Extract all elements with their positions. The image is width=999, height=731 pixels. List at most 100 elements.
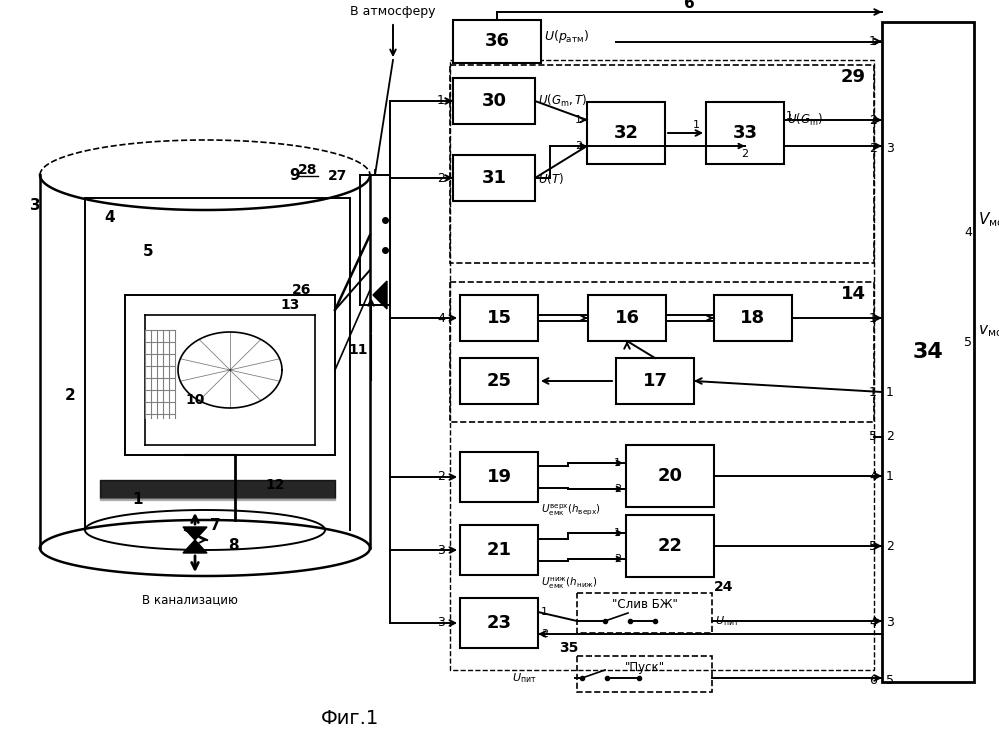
Text: 3: 3: [886, 142, 894, 154]
Text: 4: 4: [964, 227, 972, 240]
Text: 2: 2: [741, 149, 748, 159]
Text: 11: 11: [349, 343, 368, 357]
Text: 2: 2: [886, 539, 894, 553]
FancyBboxPatch shape: [626, 445, 714, 507]
Text: 1: 1: [886, 385, 894, 398]
FancyBboxPatch shape: [460, 525, 538, 575]
Text: 36: 36: [485, 32, 509, 50]
Text: 5: 5: [143, 244, 153, 260]
Text: 10: 10: [185, 393, 205, 407]
FancyBboxPatch shape: [460, 598, 538, 648]
Text: 9: 9: [290, 167, 301, 183]
Text: 4: 4: [869, 469, 877, 482]
Text: 6: 6: [869, 673, 877, 686]
Text: 26: 26: [293, 283, 312, 297]
FancyBboxPatch shape: [453, 78, 535, 124]
Text: 3: 3: [30, 197, 40, 213]
Text: 1: 1: [614, 528, 621, 538]
FancyBboxPatch shape: [588, 295, 666, 341]
Text: 29: 29: [841, 68, 866, 86]
Text: 1: 1: [869, 385, 877, 398]
Text: 2: 2: [869, 142, 877, 154]
Text: 1: 1: [693, 120, 700, 130]
Text: 1: 1: [786, 111, 793, 121]
Text: 4: 4: [438, 311, 445, 325]
Text: 18: 18: [740, 309, 765, 327]
Text: 1: 1: [869, 311, 877, 325]
Text: 1: 1: [133, 493, 143, 507]
Text: 4: 4: [105, 211, 115, 225]
Text: 19: 19: [487, 468, 511, 486]
Text: 25: 25: [487, 372, 511, 390]
Text: 7: 7: [210, 518, 221, 532]
FancyBboxPatch shape: [882, 22, 974, 682]
Text: 1: 1: [541, 607, 548, 617]
Text: 2: 2: [869, 113, 877, 126]
Text: 3: 3: [438, 544, 445, 556]
FancyBboxPatch shape: [616, 358, 694, 404]
FancyBboxPatch shape: [453, 20, 541, 63]
Text: 1: 1: [438, 94, 445, 107]
Text: 16: 16: [614, 309, 639, 327]
Polygon shape: [183, 527, 207, 540]
Text: $U(G_{\rm m})$: $U(G_{\rm m})$: [787, 112, 823, 128]
Text: 2: 2: [65, 387, 75, 403]
Text: 32: 32: [613, 124, 638, 142]
Text: $U_{\rm пит}$: $U_{\rm пит}$: [512, 671, 537, 685]
Text: 2: 2: [541, 629, 548, 639]
Text: 5: 5: [886, 673, 894, 686]
Text: 34: 34: [913, 342, 943, 362]
Text: 2: 2: [613, 484, 621, 494]
Text: 24: 24: [714, 580, 733, 594]
Text: 5: 5: [869, 539, 877, 553]
Text: $U_{\rm пит}$: $U_{\rm пит}$: [715, 614, 739, 628]
Text: $U(G_{\rm m},T)$: $U(G_{\rm m},T)$: [538, 93, 587, 109]
Text: 21: 21: [487, 541, 511, 559]
Text: 28: 28: [299, 163, 318, 177]
FancyBboxPatch shape: [587, 102, 665, 164]
Text: 30: 30: [482, 92, 506, 110]
Text: 1: 1: [614, 458, 621, 468]
Text: 17: 17: [642, 372, 667, 390]
Text: 22: 22: [657, 537, 682, 555]
Polygon shape: [373, 281, 387, 309]
Text: "Слив БЖ": "Слив БЖ": [611, 599, 677, 612]
Text: 23: 23: [487, 614, 511, 632]
FancyBboxPatch shape: [460, 358, 538, 404]
Text: 6: 6: [683, 0, 694, 12]
Text: 2: 2: [574, 141, 582, 151]
Text: В канализацию: В канализацию: [142, 594, 238, 607]
FancyBboxPatch shape: [460, 452, 538, 502]
Text: $U_{\rm емк}^{\rm ниж}(h_{\rm ниж})$: $U_{\rm емк}^{\rm ниж}(h_{\rm ниж})$: [541, 575, 597, 591]
Text: 27: 27: [329, 169, 348, 183]
Text: 13: 13: [281, 298, 300, 312]
FancyBboxPatch shape: [453, 155, 535, 201]
FancyBboxPatch shape: [714, 295, 792, 341]
FancyBboxPatch shape: [460, 295, 538, 341]
Text: 3: 3: [886, 616, 894, 629]
Text: $V_{\rm мoч}(t)$: $V_{\rm мoч}(t)$: [978, 211, 999, 230]
FancyBboxPatch shape: [626, 515, 714, 577]
Text: 2: 2: [613, 554, 621, 564]
Text: 2: 2: [438, 471, 445, 483]
Text: 14: 14: [841, 285, 866, 303]
Text: 2: 2: [886, 431, 894, 444]
Text: 5: 5: [964, 336, 972, 349]
Text: 1: 1: [869, 35, 877, 48]
Text: 20: 20: [657, 467, 682, 485]
Polygon shape: [183, 540, 207, 553]
Text: 8: 8: [228, 537, 239, 553]
Text: $U(p_{\rm атм})$: $U(p_{\rm атм})$: [544, 28, 589, 45]
Text: $v_{\rm мoч}(t)$: $v_{\rm мoч}(t)$: [978, 321, 999, 339]
Text: 35: 35: [559, 641, 578, 655]
Text: $U_{\rm емк}^{\rm верх}(h_{\rm верх})$: $U_{\rm емк}^{\rm верх}(h_{\rm верх})$: [541, 502, 601, 518]
Text: 33: 33: [732, 124, 757, 142]
Text: "Пуск": "Пуск": [624, 662, 664, 675]
Text: 1: 1: [886, 469, 894, 482]
Text: Фиг.1: Фиг.1: [321, 708, 380, 727]
Text: 5: 5: [869, 431, 877, 444]
Text: В атмосферу: В атмосферу: [351, 6, 436, 18]
Text: 31: 31: [482, 169, 506, 187]
FancyBboxPatch shape: [706, 102, 784, 164]
Text: 1: 1: [575, 115, 582, 125]
